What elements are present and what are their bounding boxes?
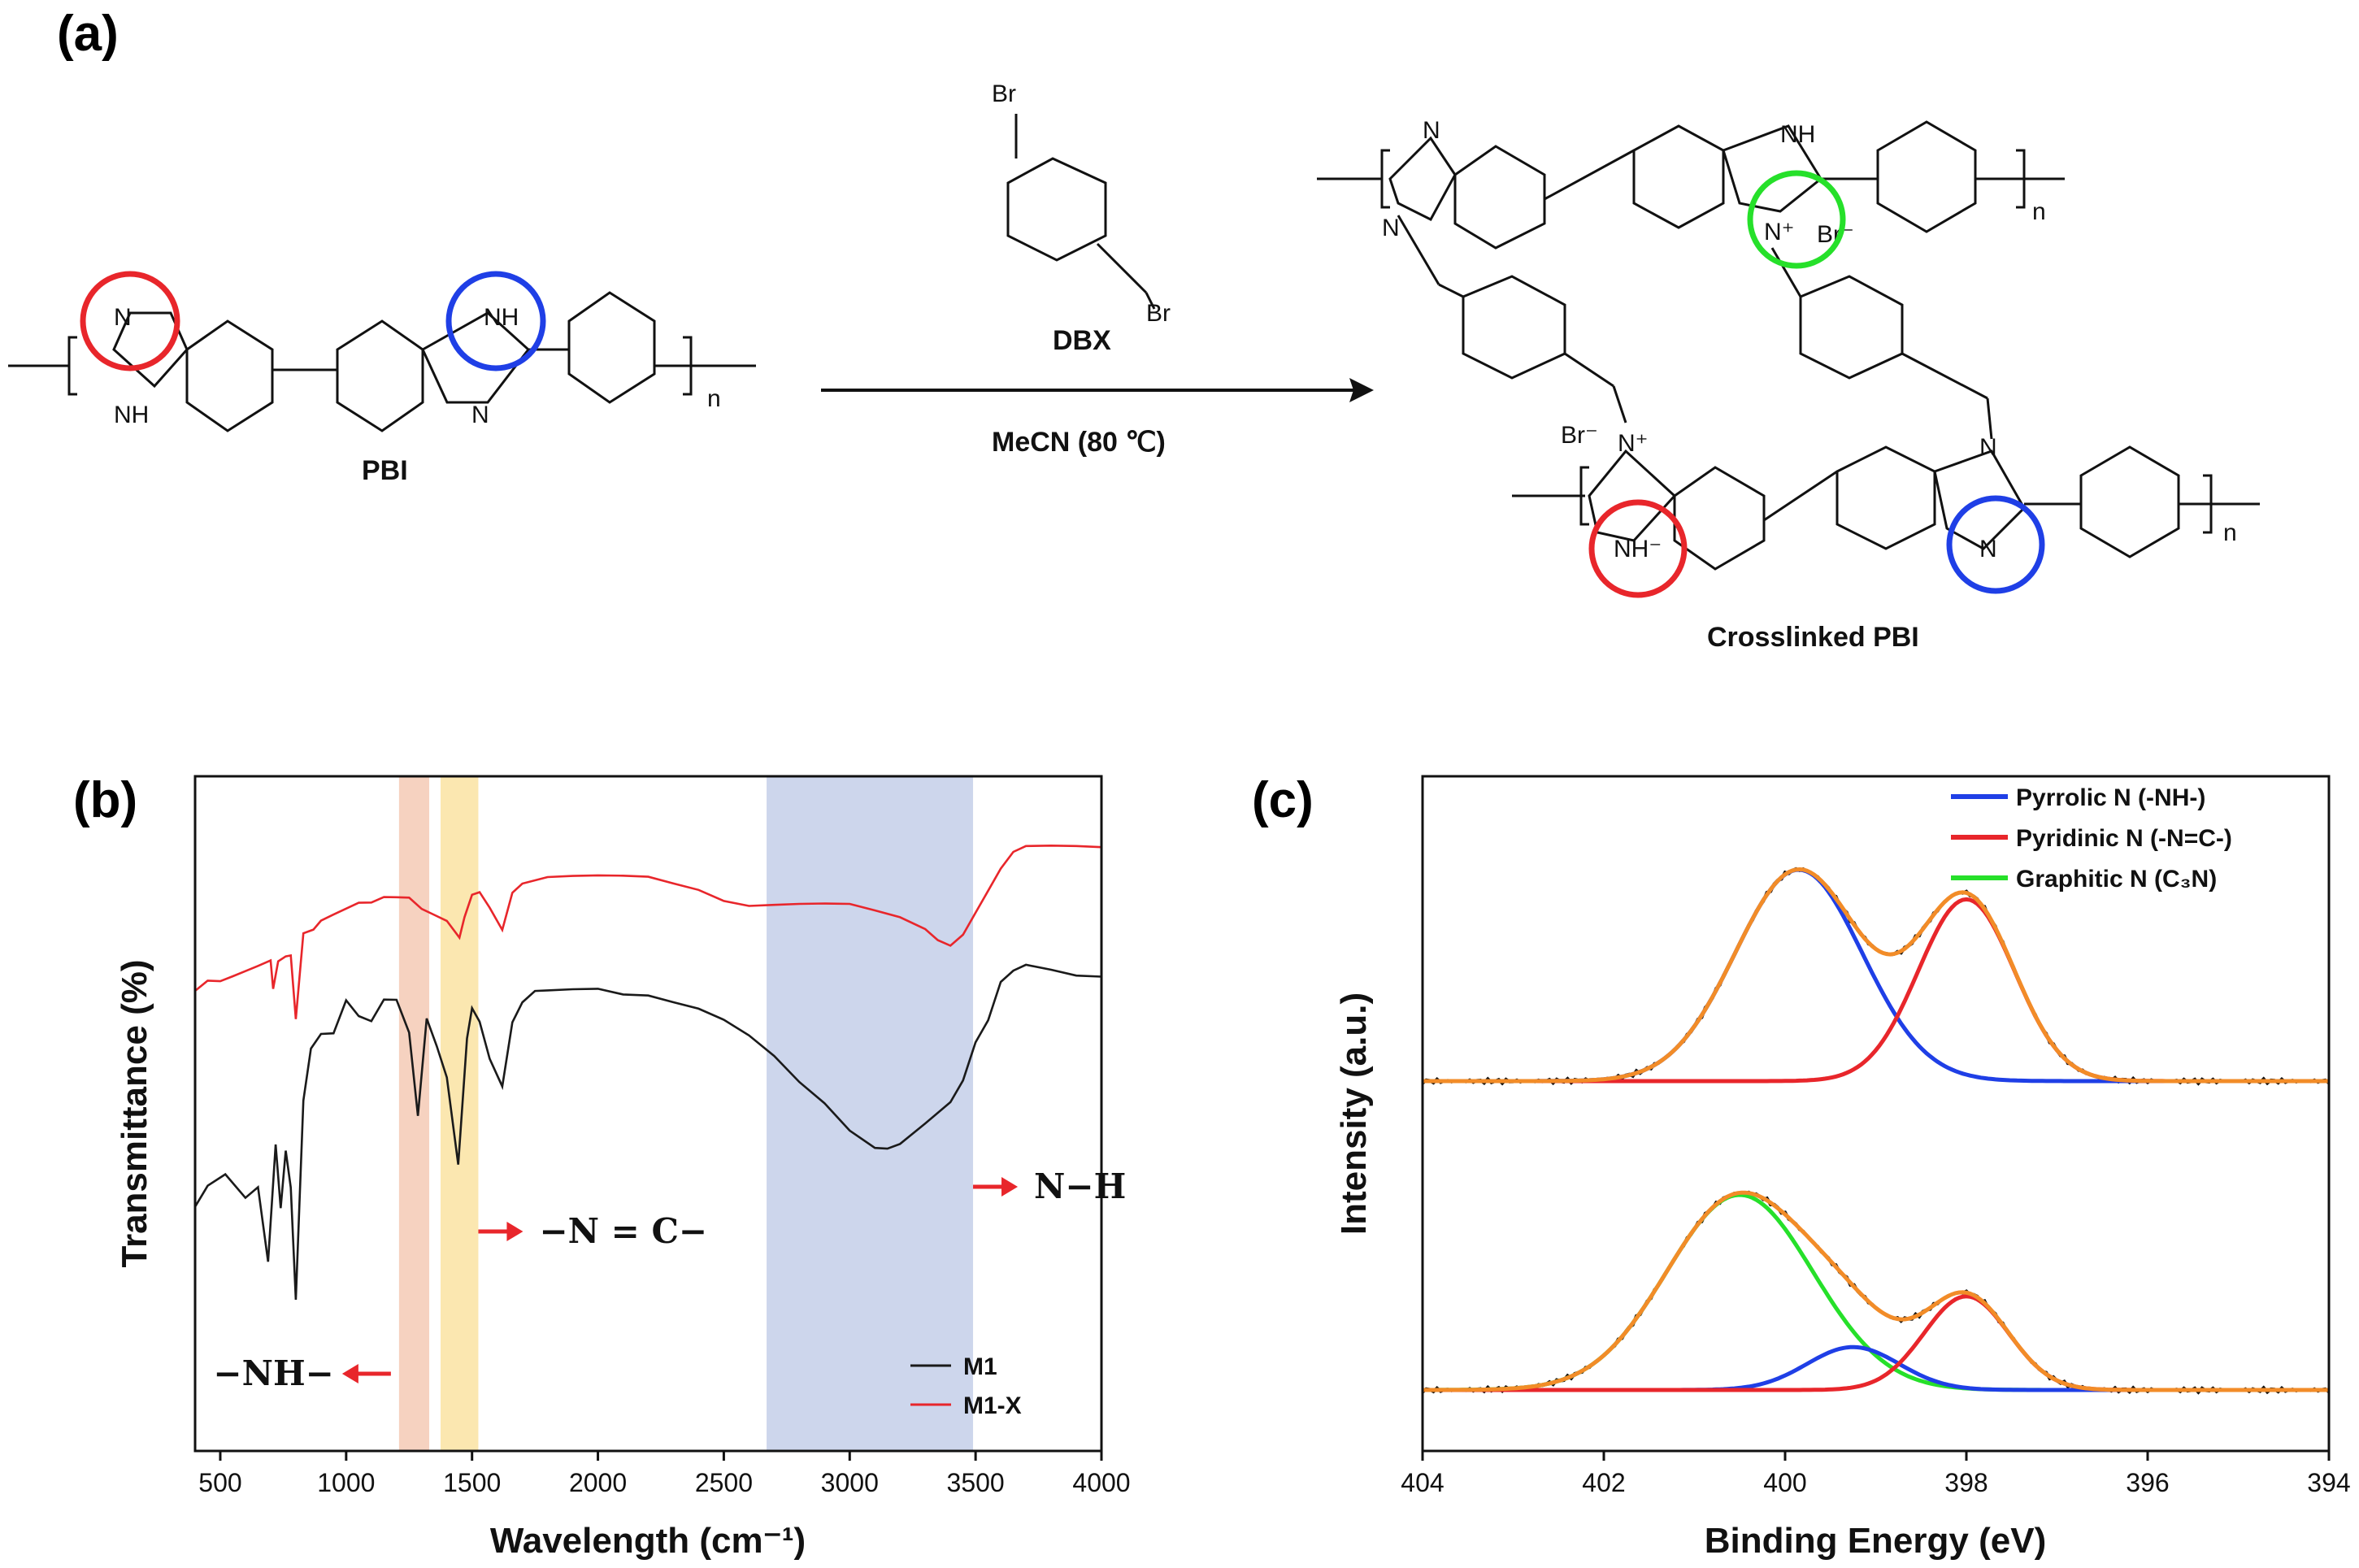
reaction-conditions: MeCN (80 ℃) xyxy=(992,427,1166,458)
pbi-repeat-n: n xyxy=(707,385,721,412)
reaction-arrow-head xyxy=(1349,378,1374,402)
dbx-label: DBX xyxy=(1053,325,1111,356)
ftir-annotations: −NH− −N = C− N−H xyxy=(213,1166,1126,1393)
xl-atom-n-top: N xyxy=(1423,117,1440,144)
ftir-series-m1-x xyxy=(194,844,1102,1019)
panel-c-label: (c) xyxy=(1252,772,1314,828)
ftir-x-tick-label: 1500 xyxy=(443,1468,501,1497)
ftir-y-axis-title: Transmittance (%) xyxy=(115,960,154,1268)
ftir-x-ticks: 500 1000 1500 2000 2500 3000 3500 4000 xyxy=(198,1451,1131,1497)
xl-green-circle xyxy=(1747,170,1846,269)
pbi-benzene-left xyxy=(185,319,274,432)
ftir-plot-frame xyxy=(193,775,1103,1453)
ftir-annotation-arrowhead xyxy=(341,1364,358,1383)
xl-atom-nh: NH xyxy=(1780,121,1815,148)
xl-atom-n-bottom-imid: N xyxy=(1979,536,1997,562)
xps-legend: Pyrrolic N (-NH-) Pyridinic N (-N=C-) Grap… xyxy=(1951,784,2232,893)
xl-repeat-n-top: n xyxy=(2032,198,2046,225)
xl-atom-n-bottom-right: N xyxy=(1979,434,1997,461)
pbi-atom-n: N xyxy=(114,304,132,331)
ftir-x-tick-label: 4000 xyxy=(1072,1468,1130,1497)
xps-y-axis-title: Intensity (a.u.) xyxy=(1334,992,1374,1235)
ftir-annotation-arrowhead xyxy=(506,1222,523,1241)
xps-plot-frame xyxy=(1421,775,2331,1453)
pbi-label: PBI xyxy=(362,455,408,486)
crosslinked-pbi-structure xyxy=(1317,120,2260,571)
pbi-atom-nh-top: NH xyxy=(484,304,519,331)
xps-legend-label-red: Pyridinic N (-N=C-) xyxy=(2016,825,2232,852)
xl-atom-brminus-bottom: Br⁻ xyxy=(1561,422,1598,449)
xps-x-axis-title: Binding Energy (eV) xyxy=(1705,1521,2046,1561)
ftir-x-tick-label: 500 xyxy=(198,1468,241,1497)
ftir-series-m1 xyxy=(193,963,1102,1300)
panel-c: (c) 404 402 400 398 396 394 Binding Energy (e… xyxy=(1252,772,2351,1561)
xps-x-tick-label: 398 xyxy=(1944,1468,1988,1497)
xps-x-tick-label: 394 xyxy=(2307,1468,2350,1497)
xl-atom-n-left: N xyxy=(1382,215,1400,241)
xps-component-green-bottom xyxy=(1423,1192,2329,1392)
ftir-annotation-arrowhead xyxy=(1001,1177,1019,1197)
xps-component-red-top xyxy=(1423,897,2329,1084)
dbx-benzene xyxy=(1006,157,1107,262)
pbi-benzene-right xyxy=(336,319,424,432)
xl-blue-circle xyxy=(1946,495,2045,594)
xps-x-ticks: 404 402 400 398 396 394 xyxy=(1401,1451,2351,1497)
pbi-atom-nh-bottom: NH xyxy=(114,402,149,428)
xps-x-tick-label: 402 xyxy=(1582,1468,1625,1497)
ftir-x-tick-label: 3500 xyxy=(947,1468,1005,1497)
xps-component-blue-bottom xyxy=(1423,1344,2329,1392)
pbi-phenyl xyxy=(567,291,656,404)
xl-atom-nplus-top: N⁺ xyxy=(1764,219,1795,245)
xl-red-circle xyxy=(1588,499,1688,598)
xps-legend-label-blue: Pyrrolic N (-NH-) xyxy=(2016,784,2205,811)
ftir-x-axis-title: Wavelength (cm⁻¹) xyxy=(490,1521,806,1561)
pbi-bracket-left xyxy=(67,336,77,396)
ftir-annotation-n-h: N−H xyxy=(1034,1166,1126,1206)
xps-envelope-bottom xyxy=(1423,1190,2329,1392)
ftir-annotation-nc: −N = C− xyxy=(539,1211,707,1251)
pbi-bracket-right xyxy=(683,336,693,396)
ftir-band-blue xyxy=(767,776,974,1451)
pbi-imidazole-right xyxy=(421,311,531,404)
panel-a: (a) N NH NH N n PBI xyxy=(8,6,2260,653)
ftir-legend-label: M1 xyxy=(963,1353,997,1380)
xps-legend-label-green: Graphitic N (C₃N) xyxy=(2016,866,2217,893)
ftir-x-tick-label: 2000 xyxy=(569,1468,627,1497)
pbi-red-circle xyxy=(80,271,180,371)
dbx-atom-br-bottom: Br xyxy=(1146,300,1171,327)
xl-atom-nhminus: NH⁻ xyxy=(1614,536,1662,562)
panel-a-label: (a) xyxy=(57,6,119,62)
ftir-x-tick-label: 1000 xyxy=(317,1468,375,1497)
xps-x-tick-label: 404 xyxy=(1401,1468,1444,1497)
xps-raw-bottom xyxy=(1421,1190,2331,1395)
ftir-x-tick-label: 2500 xyxy=(695,1468,753,1497)
panel-b: (b) 500 1000 1500 2000 2500 3000 3500 4000 −NH−… xyxy=(73,772,1131,1561)
ftir-x-tick-label: 3000 xyxy=(821,1468,879,1497)
pbi-blue-circle xyxy=(445,271,546,371)
pbi-atom-n-bottom: N xyxy=(471,402,489,428)
ftir-band-yellow xyxy=(440,776,479,1451)
ftir-annotation-nh: −NH− xyxy=(213,1353,333,1393)
ftir-legend: M1 M1-X xyxy=(910,1353,1022,1419)
panel-b-label: (b) xyxy=(73,772,137,828)
dbx-atom-br-top: Br xyxy=(992,80,1016,107)
xps-x-tick-label: 396 xyxy=(2126,1468,2169,1497)
xps-x-tick-label: 400 xyxy=(1763,1468,1806,1497)
xps-component-red-bottom xyxy=(1423,1294,2329,1392)
ftir-band-orange xyxy=(398,776,430,1451)
crosslinked-pbi-label: Crosslinked PBI xyxy=(1707,622,1919,653)
xps-series xyxy=(1421,867,2331,1395)
dbx-structure xyxy=(1006,114,1156,310)
pbi-imidazole-left xyxy=(112,311,189,389)
xl-repeat-n-bottom: n xyxy=(2223,519,2237,546)
ftir-series xyxy=(193,844,1102,1300)
xl-atom-nplus-bottom: N⁺ xyxy=(1618,430,1649,457)
ftir-legend-label: M1-X xyxy=(963,1392,1022,1419)
ftir-bands xyxy=(398,776,974,1451)
xps-envelope-top xyxy=(1423,867,2329,1084)
